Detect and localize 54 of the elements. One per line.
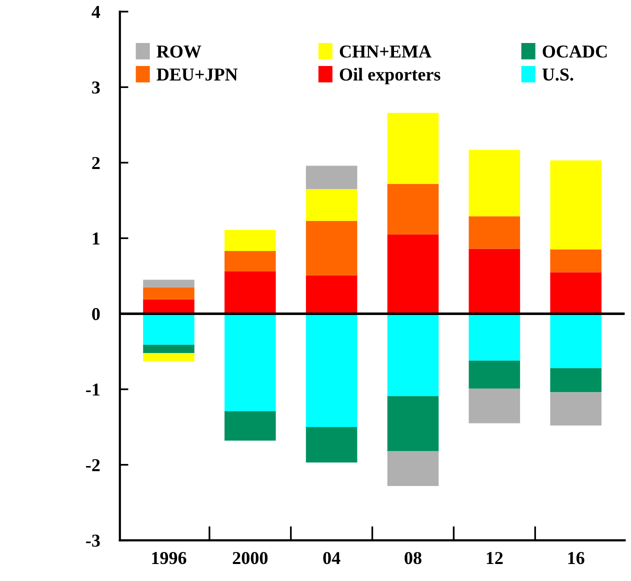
bar <box>224 271 276 314</box>
bar <box>306 189 358 221</box>
y-tick-label: 2 <box>92 156 100 169</box>
bar <box>387 112 439 184</box>
legend-label: U.S. <box>542 68 574 81</box>
y-tick-label: -1 <box>86 384 100 396</box>
bar <box>306 427 358 463</box>
bar <box>387 396 439 452</box>
legend-label: DEU+JPN <box>156 68 238 81</box>
bar <box>387 314 439 396</box>
bar <box>306 275 358 314</box>
bar <box>550 250 602 272</box>
bar <box>468 150 520 216</box>
bar <box>468 360 520 389</box>
x-tick-label: 04 <box>323 552 340 564</box>
x-tick-label: 2000 <box>232 552 268 564</box>
y-tick-label: -2 <box>86 459 100 472</box>
y-tick-label: 4 <box>92 6 100 18</box>
bar <box>143 280 194 288</box>
bar <box>143 353 194 362</box>
legend-label: OCADC <box>542 45 607 58</box>
y-tick-label: 3 <box>92 81 100 94</box>
y-tick-label: 0 <box>92 308 100 320</box>
bar <box>468 248 520 314</box>
bar <box>387 184 439 234</box>
bar <box>387 451 439 486</box>
bar <box>143 287 194 300</box>
bar <box>306 166 358 190</box>
bar <box>224 230 276 252</box>
bar <box>306 220 358 276</box>
bar <box>143 314 194 345</box>
bar <box>550 272 602 314</box>
bar <box>550 392 602 426</box>
legend-label: ROW <box>156 45 202 58</box>
x-tick-label: 16 <box>568 552 584 564</box>
x-tick-label: 1996 <box>152 552 186 564</box>
legend-label: CHN+EMA <box>340 45 432 58</box>
bar <box>468 314 520 361</box>
bar <box>550 368 602 392</box>
bar <box>387 234 439 314</box>
bar <box>224 411 276 441</box>
legend-label: Oil exporters <box>340 68 440 84</box>
bar <box>224 251 276 272</box>
bar <box>468 388 520 424</box>
x-tick-label: 12 <box>486 552 503 564</box>
x-tick-label: 08 <box>404 552 422 564</box>
y-tick-label: -3 <box>86 534 100 547</box>
bar <box>143 344 194 354</box>
bar <box>306 314 358 428</box>
bar <box>550 160 602 250</box>
bar <box>224 314 276 412</box>
bar <box>468 216 520 249</box>
y-tick-label: 1 <box>92 232 100 244</box>
bar <box>550 314 602 368</box>
